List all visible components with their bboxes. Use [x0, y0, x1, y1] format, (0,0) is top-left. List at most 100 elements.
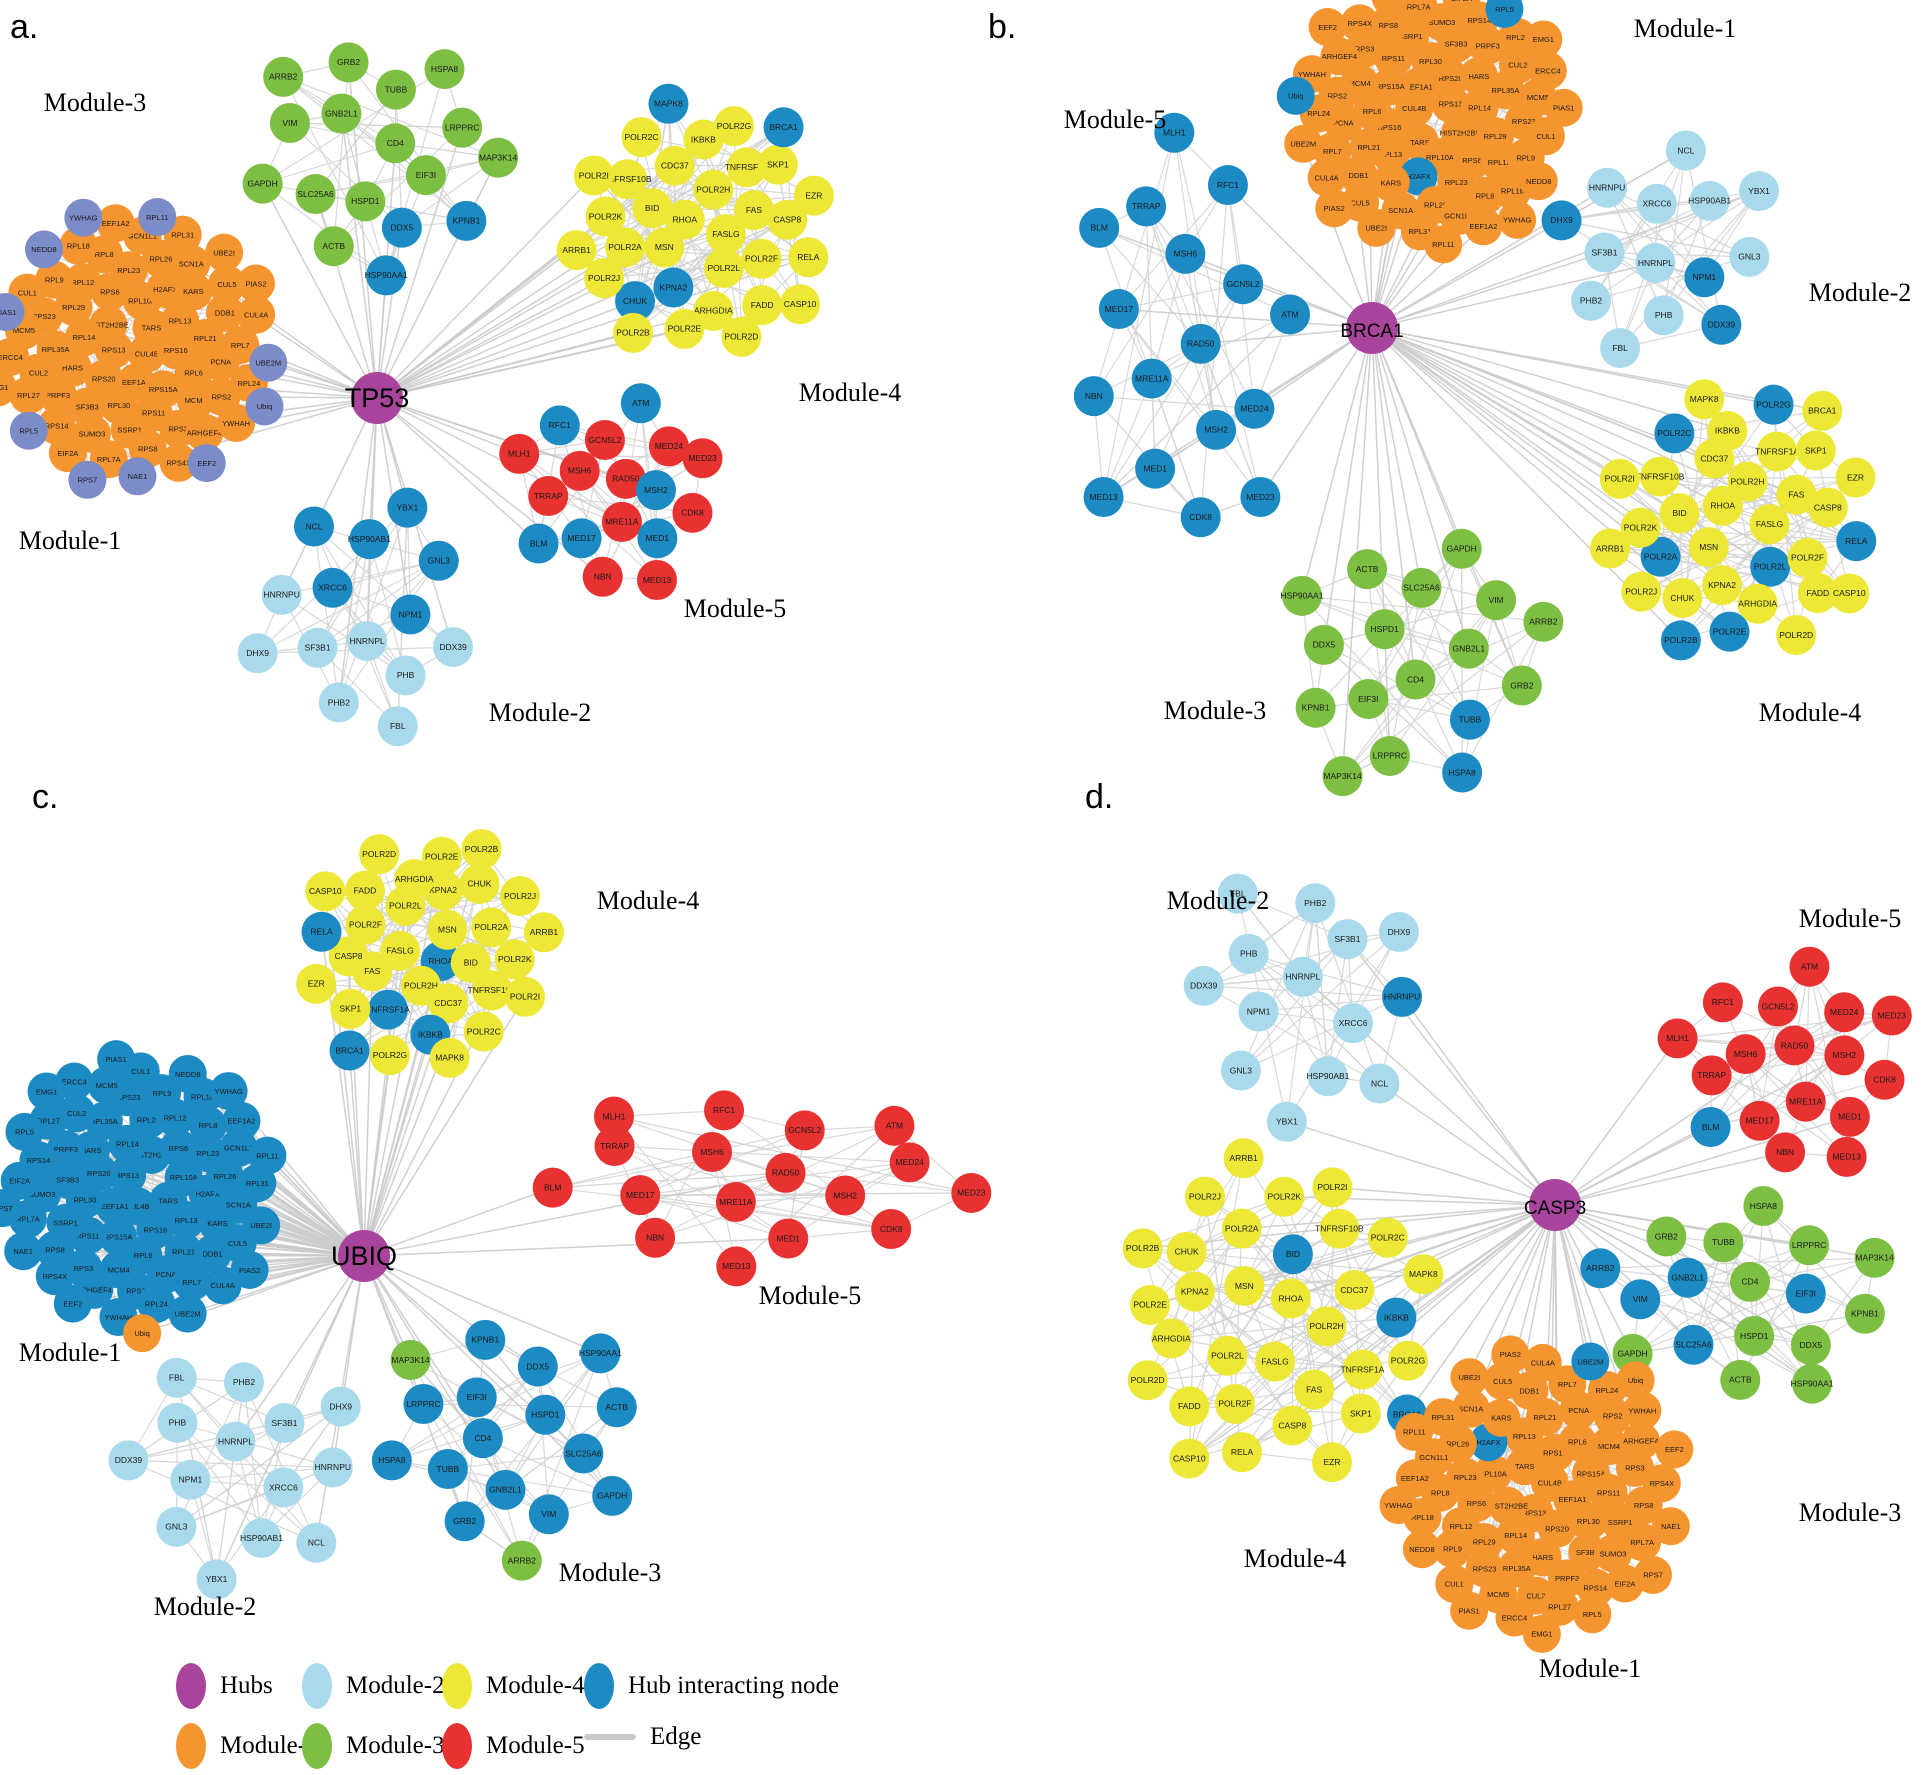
node-BID[interactable]: BID	[1659, 493, 1700, 534]
node-KPNA2[interactable]: KPNA2	[1702, 565, 1743, 606]
node-POLR2F[interactable]: POLR2F	[741, 238, 782, 279]
node-RAD50[interactable]: RAD50	[765, 1152, 806, 1193]
node-RPL11[interactable]: RPL11	[138, 198, 177, 237]
node-EMG1[interactable]: EMG1	[1522, 1614, 1561, 1653]
node-CDK8[interactable]: CDK8	[1180, 497, 1221, 538]
node-HNRNPU[interactable]: HNRNPU	[1587, 167, 1628, 208]
node-CHUK[interactable]: CHUK	[1166, 1231, 1207, 1272]
node-NCL[interactable]: NCL	[1665, 130, 1706, 171]
node-MAPK8[interactable]: MAPK8	[648, 83, 689, 124]
node-LRPPRC[interactable]: LRPPRC	[1789, 1225, 1830, 1266]
node-RHOA[interactable]: RHOA	[1270, 1278, 1311, 1319]
node-MED17[interactable]: MED17	[561, 518, 602, 559]
node-NAE1[interactable]: NAE1	[4, 1232, 43, 1271]
node-UBE2I[interactable]: UBE2I	[205, 233, 244, 272]
node-RFC1[interactable]: RFC1	[1207, 165, 1248, 206]
node-HSP90AB1[interactable]: HSP90AB1	[240, 1517, 283, 1558]
node-MRE11A[interactable]: MRE11A	[601, 501, 642, 542]
node-TUBB[interactable]: TUBB	[1703, 1222, 1744, 1263]
node-HSP90AA1[interactable]: HSP90AA1	[1791, 1363, 1834, 1404]
node-EZR[interactable]: EZR	[296, 963, 337, 1004]
node-MSH6[interactable]: MSH6	[692, 1132, 733, 1173]
node-POLR2F[interactable]: POLR2F	[1787, 537, 1828, 578]
node-VIM[interactable]: VIM	[269, 103, 310, 144]
node-GCN5L2[interactable]: GCN5L2	[584, 419, 625, 460]
node-HSPA8[interactable]: HSPA8	[1442, 752, 1483, 793]
node-EMG1[interactable]: EMG1	[27, 1072, 66, 1111]
node-POLR2I[interactable]: POLR2I	[573, 155, 614, 196]
node-FBL[interactable]: FBL	[156, 1357, 197, 1398]
node-UBE2I[interactable]: UBE2I	[242, 1206, 281, 1245]
node-TUBB[interactable]: TUBB	[1449, 699, 1490, 740]
node-SKP1[interactable]: SKP1	[1795, 430, 1836, 471]
node-HNRNPL[interactable]: HNRNPL	[1282, 956, 1323, 997]
node-NAE1[interactable]: NAE1	[1651, 1507, 1690, 1546]
node-POLR2K[interactable]: POLR2K	[585, 196, 626, 237]
node-GRB2[interactable]: GRB2	[444, 1501, 485, 1542]
node-POLR2L[interactable]: POLR2L	[1207, 1335, 1248, 1376]
node-FBL[interactable]: FBL	[1600, 328, 1641, 369]
node-POLR2E[interactable]: POLR2E	[664, 308, 705, 349]
node-NAE1[interactable]: NAE1	[118, 457, 157, 496]
node-NBN[interactable]: NBN	[1765, 1132, 1806, 1173]
node-GNL3[interactable]: GNL3	[1729, 236, 1770, 277]
node-MED24[interactable]: MED24	[889, 1142, 930, 1183]
node-UBE2M[interactable]: UBE2M	[1571, 1342, 1610, 1381]
node-PHB[interactable]: PHB	[1228, 933, 1269, 974]
node-FASLG[interactable]: FASLG	[1749, 504, 1790, 545]
node-PHB[interactable]: PHB	[157, 1402, 198, 1443]
node-CHUK[interactable]: CHUK	[1662, 578, 1703, 619]
node-MLH1[interactable]: MLH1	[593, 1096, 634, 1137]
node-MRE11A[interactable]: MRE11A	[1785, 1081, 1826, 1122]
node-RAD50[interactable]: RAD50	[1180, 323, 1221, 364]
node-MED17[interactable]: MED17	[1098, 289, 1139, 330]
node-MED17[interactable]: MED17	[1739, 1100, 1780, 1141]
node-POLR2G[interactable]: POLR2G	[713, 106, 754, 147]
node-FAS[interactable]: FAS	[1294, 1369, 1335, 1410]
node-SLC25A6[interactable]: SLC25A6	[1673, 1324, 1714, 1365]
node-HNRNPL[interactable]: HNRNPL	[215, 1421, 256, 1462]
node-KPNA2[interactable]: KPNA2	[1174, 1271, 1215, 1312]
node-SF3B1[interactable]: SF3B1	[1327, 919, 1368, 960]
node-POLR2B[interactable]: POLR2B	[1660, 620, 1701, 661]
node-SF3B1[interactable]: SF3B1	[264, 1403, 305, 1444]
node-VIM[interactable]: VIM	[528, 1494, 569, 1535]
node-ARRB2[interactable]: ARRB2	[263, 56, 304, 97]
node-UBE2M[interactable]: UBE2M	[249, 343, 288, 382]
node-ARHGDIA[interactable]: ARHGDIA	[1151, 1318, 1192, 1359]
node-DHX9[interactable]: DHX9	[1541, 200, 1582, 241]
node-CD4[interactable]: CD4	[462, 1418, 503, 1459]
node-RPS7[interactable]: RPS7	[1633, 1555, 1672, 1594]
node-GNL3[interactable]: GNL3	[1220, 1050, 1261, 1091]
node-RPS4X[interactable]: RPS4X	[1642, 1464, 1681, 1503]
node-MED1[interactable]: MED1	[1135, 448, 1176, 489]
node-POLR2E[interactable]: POLR2E	[1709, 611, 1750, 652]
node-GCN5L2[interactable]: GCN5L2	[784, 1110, 825, 1151]
legend-item-module-2[interactable]: Module-2	[302, 1663, 445, 1709]
node-NPM1[interactable]: NPM1	[1238, 991, 1279, 1032]
node-NPM1[interactable]: NPM1	[170, 1459, 211, 1500]
node-UBE2M[interactable]: UBE2M	[1284, 124, 1323, 163]
node-RFC1[interactable]: RFC1	[704, 1090, 745, 1131]
node-MED23[interactable]: MED23	[951, 1172, 992, 1213]
node-POLR2D[interactable]: POLR2D	[1776, 614, 1817, 655]
node-PHB2[interactable]: PHB2	[318, 682, 359, 723]
node-GAPDH[interactable]: GAPDH	[1441, 528, 1482, 569]
node-GNB2L1[interactable]: GNB2L1	[321, 93, 362, 134]
node-EIF3I[interactable]: EIF3I	[1785, 1273, 1826, 1314]
node-PHB[interactable]: PHB	[385, 655, 426, 696]
node-DDX39[interactable]: DDX39	[1701, 304, 1742, 345]
node-DDX39[interactable]: DDX39	[433, 627, 474, 668]
node-HNRNPU[interactable]: HNRNPU	[312, 1447, 353, 1488]
node-NBN[interactable]: NBN	[635, 1217, 676, 1258]
node-RPL5[interactable]: RPL5	[1573, 1595, 1612, 1634]
node-MED23[interactable]: MED23	[682, 438, 723, 479]
node-SLC25A6[interactable]: SLC25A6	[563, 1433, 604, 1474]
node-CASP10[interactable]: CASP10	[1169, 1438, 1210, 1479]
node-RPS7[interactable]: RPS7	[68, 460, 107, 499]
node-PIAS2[interactable]: PIAS2	[1491, 1335, 1530, 1374]
node-FBL[interactable]: FBL	[1217, 873, 1258, 914]
node-RPL5[interactable]: RPL5	[9, 411, 48, 450]
node-POLR2C[interactable]: POLR2C	[1367, 1217, 1408, 1258]
node-MSH2[interactable]: MSH2	[1824, 1035, 1865, 1076]
